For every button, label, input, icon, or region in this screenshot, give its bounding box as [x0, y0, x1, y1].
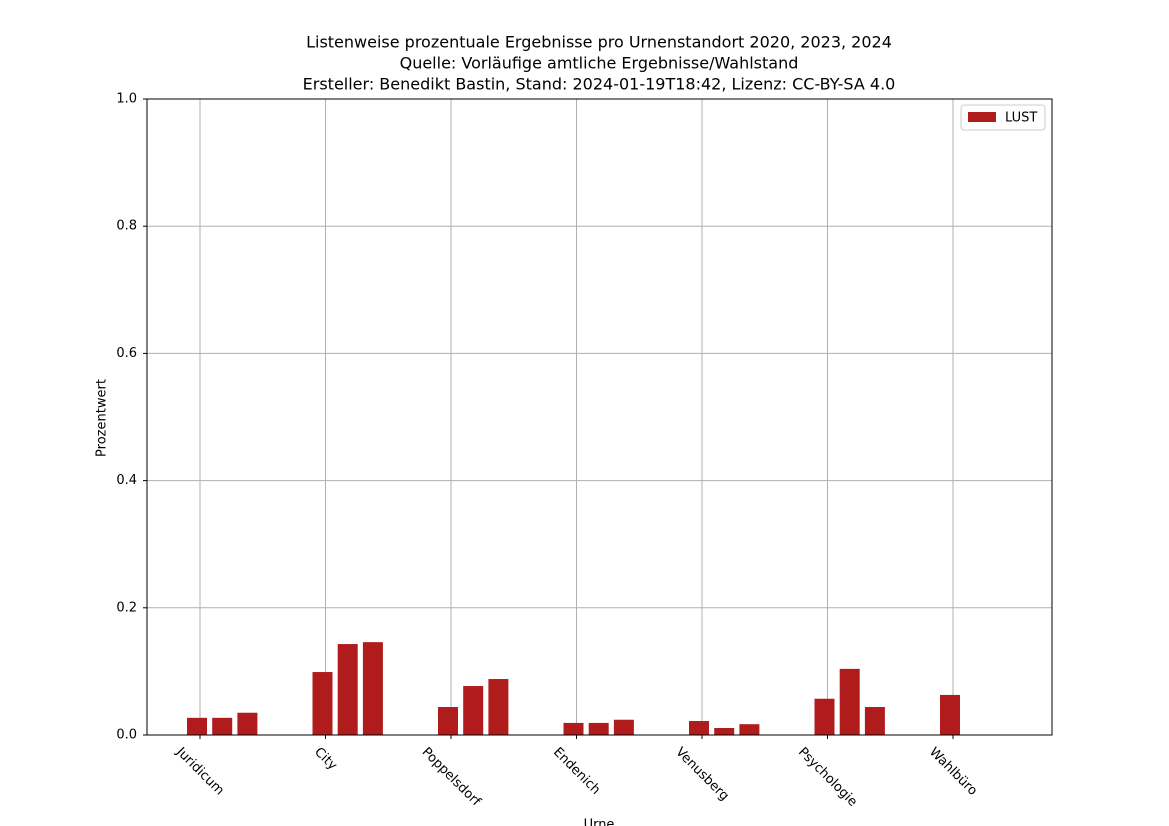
chart-title: Listenweise prozentuale Ergebnisse pro U… [306, 33, 892, 52]
x-tick-label: Juridicum [172, 744, 226, 798]
bar [714, 728, 735, 735]
bar [438, 707, 458, 735]
x-tick-label: Venusberg [672, 745, 731, 804]
x-tick-label: City [311, 745, 340, 774]
bar [187, 717, 207, 735]
bar [839, 668, 860, 735]
y-tick-label: 0.8 [116, 219, 137, 234]
bar [337, 644, 358, 735]
bar [588, 722, 609, 735]
bar [864, 707, 885, 735]
plot-frame [146, 98, 1053, 736]
y-tick-label: 0.0 [116, 728, 137, 743]
y-tick-label: 1.0 [116, 92, 137, 107]
x-tick-label: Poppelsdorf [419, 745, 484, 810]
bar [563, 722, 584, 735]
bar [488, 679, 509, 735]
chart-subtitle: Quelle: Vorläufige amtliche Ergebnisse/W… [400, 54, 799, 73]
bar [312, 672, 333, 735]
x-tick-label: Wahlbüro [926, 745, 980, 799]
bar [463, 686, 484, 735]
x-tick-label: Psychologie [795, 745, 860, 810]
bar [689, 721, 709, 735]
legend-label: LUST [1005, 111, 1037, 126]
y-axis-label: Prozentwert [95, 379, 110, 457]
bar [613, 719, 634, 735]
x-tick-label: Endenich [550, 745, 603, 798]
y-tick-label: 0.2 [116, 600, 137, 615]
x-axis-label: Urne [584, 818, 615, 826]
y-tick-label: 0.4 [116, 473, 137, 488]
bar [739, 724, 760, 735]
legend-box [960, 104, 1046, 131]
bar [362, 642, 383, 735]
bar [212, 717, 233, 735]
bar [237, 712, 258, 735]
y-tick-label: 0.6 [116, 346, 137, 361]
bar [940, 694, 960, 735]
bar [814, 698, 835, 735]
chart-subtitle: Ersteller: Benedikt Bastin, Stand: 2024-… [303, 75, 896, 94]
legend-swatch [968, 112, 996, 122]
